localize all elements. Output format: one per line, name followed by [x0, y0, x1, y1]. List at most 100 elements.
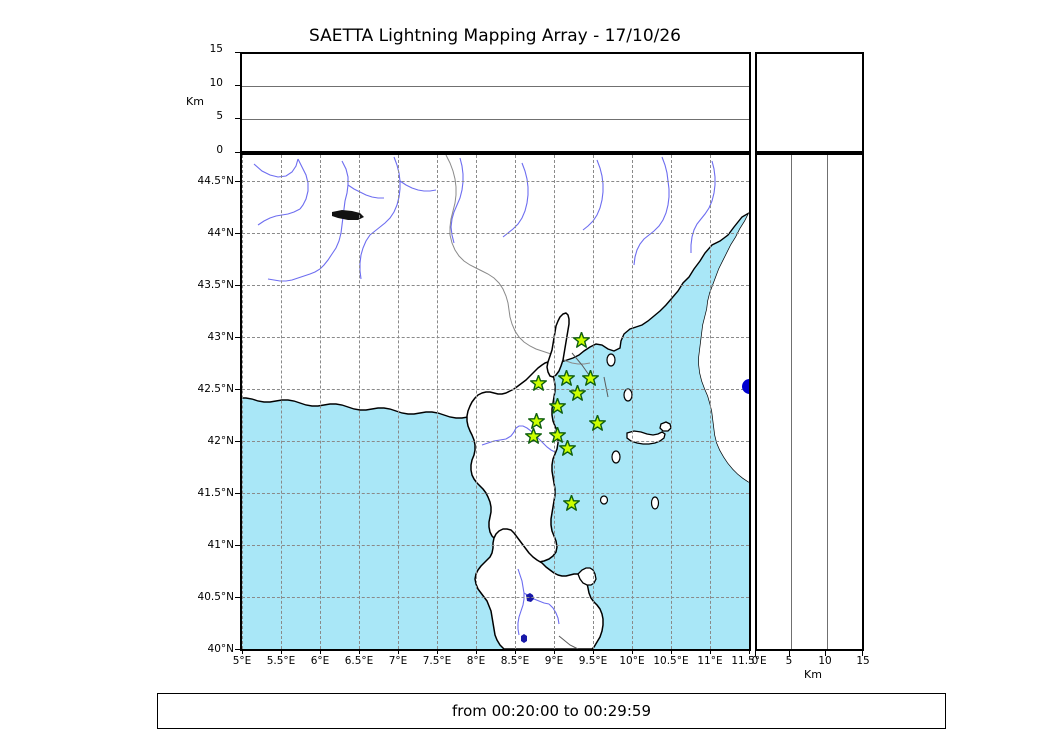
latitude-tick-label: 42.5°N — [197, 383, 234, 395]
top-ytick-mark-0 — [235, 152, 240, 153]
lma-station-marker — [528, 412, 546, 430]
latitude-tick-label: 40.5°N — [197, 591, 234, 603]
right-panel-x-axis-label: Km — [804, 668, 822, 681]
top-ytick-mark-5 — [235, 118, 240, 119]
lma-station-marker — [568, 384, 586, 402]
latitude-tick-label: 44.5°N — [197, 175, 234, 187]
longitude-tick-label: 5°E — [232, 655, 252, 667]
longitude-tick-mark — [398, 649, 399, 654]
lightning-source-point — [741, 379, 749, 395]
latitude-tick-mark — [235, 441, 240, 442]
latitude-tick-mark — [235, 389, 240, 390]
longitude-tick-mark — [476, 649, 477, 654]
lma-station-marker — [557, 370, 575, 387]
latitude-tick-label: 44°N — [207, 227, 234, 239]
lma-station-marker — [548, 427, 566, 444]
longitude-tick-label: 9°E — [544, 655, 564, 667]
graticule-lon-6.5 — [359, 155, 360, 649]
graticule-lon-10.5 — [671, 155, 672, 649]
graticule-lat-40.5 — [242, 597, 749, 598]
top-right-corner-panel — [755, 52, 864, 153]
graticule-lon-10 — [632, 155, 633, 649]
geography-layer — [242, 155, 749, 649]
latitude-tick-mark — [235, 493, 240, 494]
right-panel-gridline-5 — [791, 155, 792, 649]
longitude-tick-mark — [632, 649, 633, 654]
right-altitude-latitude-panel — [755, 153, 864, 651]
longitude-tick-label: 5.5°E — [266, 655, 296, 667]
graticule-lon-8.5 — [515, 155, 516, 649]
latitude-tick-mark — [235, 545, 240, 546]
right-xtick-mark-0 — [755, 651, 756, 656]
lma-station-marker — [525, 428, 543, 445]
longitude-tick-mark — [242, 649, 243, 654]
graticule-lon-8 — [476, 155, 477, 649]
top-ytick-mark-10 — [235, 85, 240, 86]
right-xtick-15: 15 — [856, 655, 870, 667]
longitude-tick-label: 8.5°E — [500, 655, 530, 667]
top-altitude-longitude-panel — [240, 52, 751, 153]
lma-station-marker — [589, 414, 607, 432]
latitude-tick-label: 43.5°N — [197, 279, 234, 291]
latitude-tick-mark — [235, 285, 240, 286]
longitude-tick-mark — [437, 649, 438, 654]
graticule-lat-44 — [242, 233, 749, 234]
latitude-tick-label: 41°N — [207, 539, 234, 551]
graticule-lon-9 — [554, 155, 555, 649]
latitude-tick-mark — [235, 181, 240, 182]
graticule-lat-43 — [242, 337, 749, 338]
right-xtick-mark-15 — [862, 651, 863, 656]
right-xtick-10: 10 — [818, 655, 832, 667]
graticule-lon-6 — [320, 155, 321, 649]
graticule-lon-5.5 — [281, 155, 282, 649]
longitude-tick-mark — [515, 649, 516, 654]
latitude-tick-label: 40°N — [207, 643, 234, 655]
longitude-tick-label: 10°E — [619, 655, 645, 667]
latitude-tick-mark — [235, 649, 240, 650]
longitude-tick-mark — [749, 649, 750, 654]
time-range-text: from 00:20:00 to 00:29:59 — [451, 702, 651, 720]
graticule-lat-43.5 — [242, 285, 749, 286]
longitude-tick-mark — [281, 649, 282, 654]
lma-station-marker — [562, 494, 580, 512]
graticule-lon-11.5 — [749, 155, 750, 649]
longitude-tick-mark — [710, 649, 711, 654]
top-ytick-5: 5 — [216, 110, 223, 122]
longitude-tick-mark — [320, 649, 321, 654]
right-xtick-mark-5 — [789, 651, 790, 656]
top-ytick-0: 0 — [216, 144, 223, 156]
latitude-tick-mark — [235, 337, 240, 338]
lma-station-marker — [572, 331, 590, 349]
latitude-tick-label: 41.5°N — [197, 487, 234, 499]
graticule-lon-7.5 — [437, 155, 438, 649]
right-panel-gridline-10 — [827, 155, 828, 649]
longitude-tick-label: 11.5°E — [731, 655, 767, 667]
longitude-tick-mark — [554, 649, 555, 654]
graticule-lat-42.5 — [242, 389, 749, 390]
graticule-lon-7 — [398, 155, 399, 649]
latitude-tick-mark — [235, 597, 240, 598]
top-ytick-10: 10 — [209, 77, 223, 89]
graticule-lon-9.5 — [593, 155, 594, 649]
lma-station-marker — [582, 370, 600, 387]
graticule-lat-40 — [242, 649, 749, 650]
longitude-tick-label: 7.5°E — [422, 655, 452, 667]
longitude-tick-mark — [671, 649, 672, 654]
latitude-tick-mark — [235, 233, 240, 234]
graticule-lon-11 — [710, 155, 711, 649]
graticule-lat-41 — [242, 545, 749, 546]
top-panel-gridline-5 — [242, 119, 749, 120]
map-plan-view-panel[interactable] — [240, 153, 751, 651]
longitude-tick-label: 6.5°E — [344, 655, 374, 667]
longitude-tick-label: 6°E — [310, 655, 330, 667]
top-ytick-15: 15 — [209, 43, 223, 55]
right-xtick-mark-10 — [825, 651, 826, 656]
lma-station-marker — [558, 439, 576, 457]
top-ytick-mark-15 — [235, 52, 240, 53]
longitude-tick-mark — [359, 649, 360, 654]
right-xtick-0: 0 — [751, 655, 759, 667]
lma-station-marker — [549, 398, 567, 415]
longitude-tick-mark — [593, 649, 594, 654]
graticule-lat-41.5 — [242, 493, 749, 494]
